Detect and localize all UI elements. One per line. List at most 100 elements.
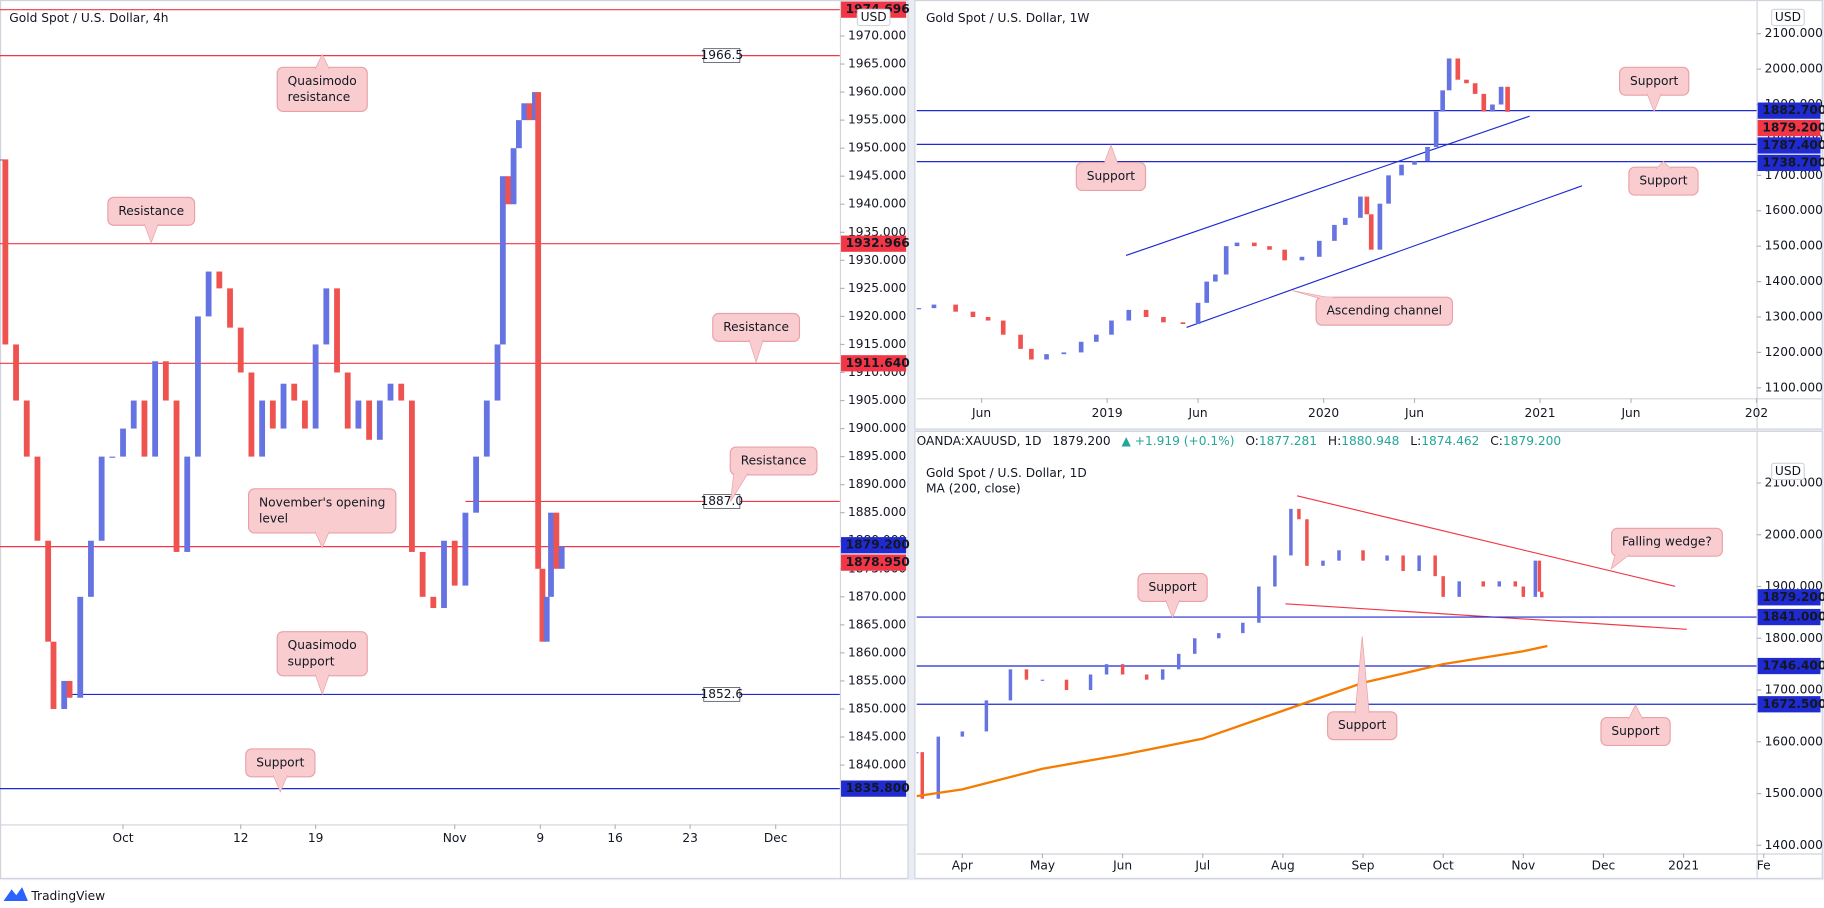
x-tick-label: 9 xyxy=(536,831,544,845)
inline-tag: 1852.6 xyxy=(700,687,743,702)
candle xyxy=(1377,203,1383,250)
candle xyxy=(1490,104,1495,112)
candle xyxy=(1332,224,1337,241)
currency-label: USD xyxy=(1775,10,1801,24)
trendlines xyxy=(1125,115,1583,328)
candle xyxy=(1498,86,1504,105)
candle xyxy=(1088,674,1093,691)
y-tick-label: 1300.000 xyxy=(1765,309,1823,323)
candle xyxy=(499,176,506,345)
callout-text: Falling wedge? xyxy=(1622,535,1712,549)
candle xyxy=(920,752,925,799)
candle xyxy=(916,752,919,754)
candle xyxy=(141,400,148,457)
candle xyxy=(237,327,244,373)
candle xyxy=(1126,309,1132,321)
price-tag-label: 1878.950 xyxy=(846,555,910,569)
ohlc-key: L: xyxy=(1410,434,1421,448)
candle xyxy=(1180,322,1186,325)
candle xyxy=(430,596,437,609)
candle xyxy=(184,456,191,552)
ohlc-key: O: xyxy=(1245,434,1259,448)
candle xyxy=(1018,334,1023,349)
candle xyxy=(227,288,233,328)
y-tick-label: 1400.000 xyxy=(1765,838,1823,852)
callout: Resistance xyxy=(729,446,818,502)
y-tick-label: 1800.000 xyxy=(1765,631,1823,645)
chart-1w: 1100.000 1200.000 1300.000 1400.000 1500.000… xyxy=(916,1,1824,429)
candle xyxy=(953,304,958,312)
callout-text: Support xyxy=(1611,724,1659,738)
callout-text: Resistance xyxy=(118,204,184,218)
candle xyxy=(334,288,340,373)
candle xyxy=(1455,58,1461,80)
candle xyxy=(473,456,480,513)
candle xyxy=(1368,214,1374,250)
x-tick-label: Nov xyxy=(1511,859,1535,873)
ohlc-value: 1874.462 xyxy=(1421,434,1479,448)
callout-text: Support xyxy=(256,755,304,769)
candle xyxy=(1000,320,1006,335)
y-tick-label: 1500.000 xyxy=(1765,239,1823,253)
x-tick-label: Jun xyxy=(1620,406,1640,420)
candle xyxy=(553,512,560,569)
candle xyxy=(77,596,84,698)
candle xyxy=(548,512,554,597)
candle xyxy=(1241,622,1245,634)
candle xyxy=(1192,638,1197,654)
price-tag-label: 1882.700 xyxy=(1762,103,1824,117)
candle xyxy=(1195,302,1201,325)
y-tick-label: 1890.000 xyxy=(848,477,906,491)
candle xyxy=(61,680,68,709)
candle xyxy=(1440,90,1445,112)
candle xyxy=(985,316,991,321)
y-tick-label: 1925.000 xyxy=(848,281,906,295)
candle xyxy=(558,546,565,569)
candle xyxy=(1144,674,1149,680)
candle xyxy=(1267,246,1272,250)
x-tick-label: 19 xyxy=(308,831,324,845)
ohlc-value: 1877.281 xyxy=(1259,434,1317,448)
inline-tag-label: 1966.5 xyxy=(700,48,743,62)
y-tick-label: 1600.000 xyxy=(1765,203,1823,217)
callout-text: support xyxy=(288,654,335,668)
y-tick-label: 1860.000 xyxy=(848,645,906,659)
x-tick-label: 16 xyxy=(607,831,623,845)
logo-icon xyxy=(3,887,28,902)
candle xyxy=(984,700,989,732)
callout: November's opening level xyxy=(247,488,397,549)
candle xyxy=(1441,576,1445,597)
price-tag-label: 1835.800 xyxy=(846,781,910,795)
candle xyxy=(1364,196,1370,215)
y-tick-label: 1960.000 xyxy=(848,85,906,99)
candle xyxy=(931,304,937,309)
candle xyxy=(526,103,533,121)
candle xyxy=(152,361,159,457)
inline-tag-label: 1852.6 xyxy=(700,687,743,701)
candle xyxy=(34,456,41,541)
y-tick-label: 1895.000 xyxy=(848,449,906,463)
candle xyxy=(13,344,19,401)
candle xyxy=(1521,586,1526,597)
candle xyxy=(1213,274,1218,282)
candle xyxy=(216,271,223,289)
y-tick-label: 1855.000 xyxy=(848,673,906,687)
candle xyxy=(344,372,351,429)
candle xyxy=(539,568,546,642)
panel-frame xyxy=(914,430,1823,879)
y-tick-label: 1935.000 xyxy=(848,225,906,239)
price-tag-label: 1738.700 xyxy=(1762,155,1824,169)
candle xyxy=(1425,147,1430,162)
ohlc-value: 1880.948 xyxy=(1341,434,1399,448)
candle xyxy=(1078,341,1084,353)
currency-label: USD xyxy=(861,10,887,24)
candle xyxy=(1305,519,1309,566)
callout-text: Support xyxy=(1639,174,1687,188)
candle xyxy=(0,159,3,161)
tradingview-logo[interactable]: TradingView xyxy=(3,887,105,903)
legend-entry: MA (200, close) xyxy=(926,481,1021,495)
wedge-line xyxy=(1296,495,1676,587)
inline-tag: 1887.0 xyxy=(700,494,743,509)
ohlc-value: 1879.200 xyxy=(1503,434,1561,448)
y-tick-label: 1865.000 xyxy=(848,617,906,631)
